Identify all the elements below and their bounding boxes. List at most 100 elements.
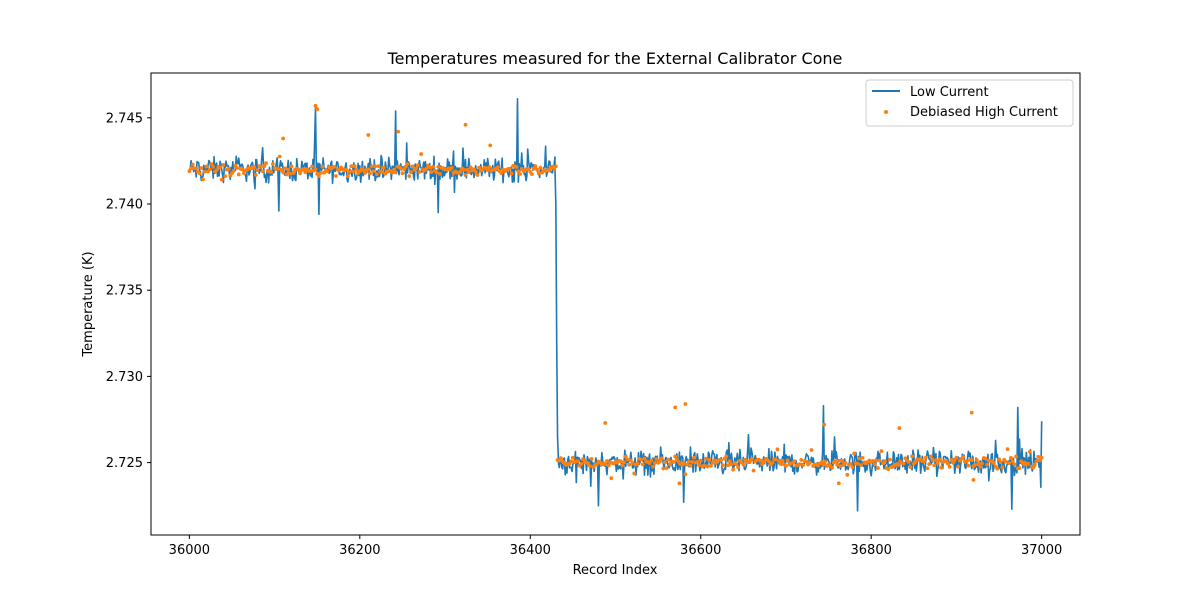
- scatter-point: [579, 461, 584, 466]
- scatter-point: [928, 454, 933, 459]
- scatter-point: [518, 172, 522, 176]
- scatter-point: [882, 459, 887, 464]
- scatter-point: [821, 462, 826, 467]
- scatter-point: [758, 458, 763, 463]
- scatter-point: [727, 459, 732, 464]
- scatter-point: [954, 455, 959, 460]
- scatter-point: [724, 454, 729, 459]
- scatter-point: [625, 457, 630, 462]
- scatter-point: [495, 165, 500, 170]
- scatter-point: [935, 461, 940, 465]
- scatter-point: [705, 464, 710, 469]
- scatter-point: [843, 460, 848, 465]
- scatter-point: [282, 166, 287, 171]
- scatter-point: [398, 166, 403, 171]
- scatter-point: [657, 459, 662, 464]
- scatter-point: [276, 166, 280, 171]
- scatter-point: [654, 457, 659, 462]
- scatter-point: [288, 171, 292, 176]
- scatter-point: [799, 458, 804, 462]
- scatter-point: [784, 464, 788, 468]
- y-tick-label: 2.735: [106, 284, 143, 299]
- scatter-point: [576, 459, 580, 464]
- x-axis: 36000 36200 36400 36600 36800 37000: [169, 535, 1062, 558]
- scatter-point: [376, 164, 381, 169]
- x-tick-label: 36800: [851, 543, 892, 558]
- scatter-point: [801, 463, 805, 468]
- scatter-point: [485, 168, 490, 173]
- scatter-point-outlier: [897, 426, 902, 431]
- scatter-point: [663, 460, 667, 465]
- y-tick-label: 2.745: [106, 111, 143, 126]
- scatter-point: [683, 472, 688, 477]
- scatter-point: [830, 465, 834, 470]
- scatter-point: [530, 172, 534, 177]
- scatter-point: [690, 460, 695, 464]
- scatter-point: [664, 466, 669, 471]
- scatter-point: [514, 165, 519, 169]
- scatter-point: [686, 459, 691, 464]
- scatter-point: [961, 454, 966, 459]
- x-tick-label: 36600: [680, 543, 721, 558]
- scatter-point: [264, 161, 268, 166]
- scatter-point: [390, 170, 395, 175]
- scatter-point: [751, 468, 756, 473]
- scatter-point: [874, 458, 879, 463]
- scatter-point: [405, 162, 410, 166]
- scatter-point: [211, 164, 216, 169]
- scatter-point: [703, 456, 708, 461]
- scatter-point: [978, 464, 983, 469]
- scatter-point: [896, 463, 901, 467]
- scatter-point-outlier: [603, 421, 608, 425]
- scatter-point: [1000, 465, 1005, 470]
- scatter-point: [823, 459, 828, 464]
- scatter-point-outlier: [609, 476, 614, 481]
- scatter-point: [393, 170, 398, 175]
- scatter-point: [922, 459, 926, 464]
- scatter-point: [1005, 447, 1010, 452]
- scatter-point: [588, 464, 592, 468]
- scatter-point: [605, 459, 609, 463]
- scatter-point: [833, 459, 838, 464]
- scatter-point: [298, 171, 303, 176]
- scatter-point: [870, 458, 875, 463]
- scatter-point: [468, 165, 473, 170]
- scatter-point: [618, 459, 623, 463]
- scatter-point: [325, 169, 330, 174]
- plot-area: [187, 98, 1044, 512]
- scatter-point: [199, 166, 204, 170]
- scatter-point: [262, 164, 267, 169]
- scatter-point: [354, 167, 359, 172]
- scatter-point: [187, 169, 192, 174]
- scatter-point: [1012, 462, 1017, 467]
- chart-title: Temperatures measured for the External C…: [387, 49, 843, 68]
- scatter-point: [281, 170, 286, 175]
- series-low-current-line: [188, 98, 1043, 512]
- scatter-point: [189, 166, 193, 171]
- scatter-point: [219, 177, 224, 182]
- scatter-point: [461, 168, 466, 172]
- scatter-point: [659, 456, 664, 461]
- scatter-point: [945, 461, 950, 466]
- scatter-point: [719, 458, 724, 463]
- scatter-point: [910, 454, 914, 459]
- scatter-point: [838, 464, 843, 469]
- scatter-point: [673, 454, 678, 459]
- scatter-point: [980, 461, 984, 466]
- scatter-point: [236, 172, 241, 177]
- scatter-point: [310, 164, 314, 169]
- scatter-point: [458, 169, 463, 174]
- y-tick-label: 2.730: [106, 370, 143, 385]
- scatter-point: [809, 448, 814, 452]
- scatter-point: [848, 462, 853, 466]
- scatter-point: [860, 455, 865, 460]
- scatter-point: [320, 164, 325, 169]
- scatter-point: [507, 166, 512, 171]
- scatter-point: [857, 456, 862, 461]
- scatter-point: [969, 458, 974, 462]
- scatter-point: [729, 462, 734, 467]
- scatter-point: [197, 171, 202, 176]
- scatter-point: [749, 456, 754, 461]
- scatter-point-outlier: [683, 402, 688, 406]
